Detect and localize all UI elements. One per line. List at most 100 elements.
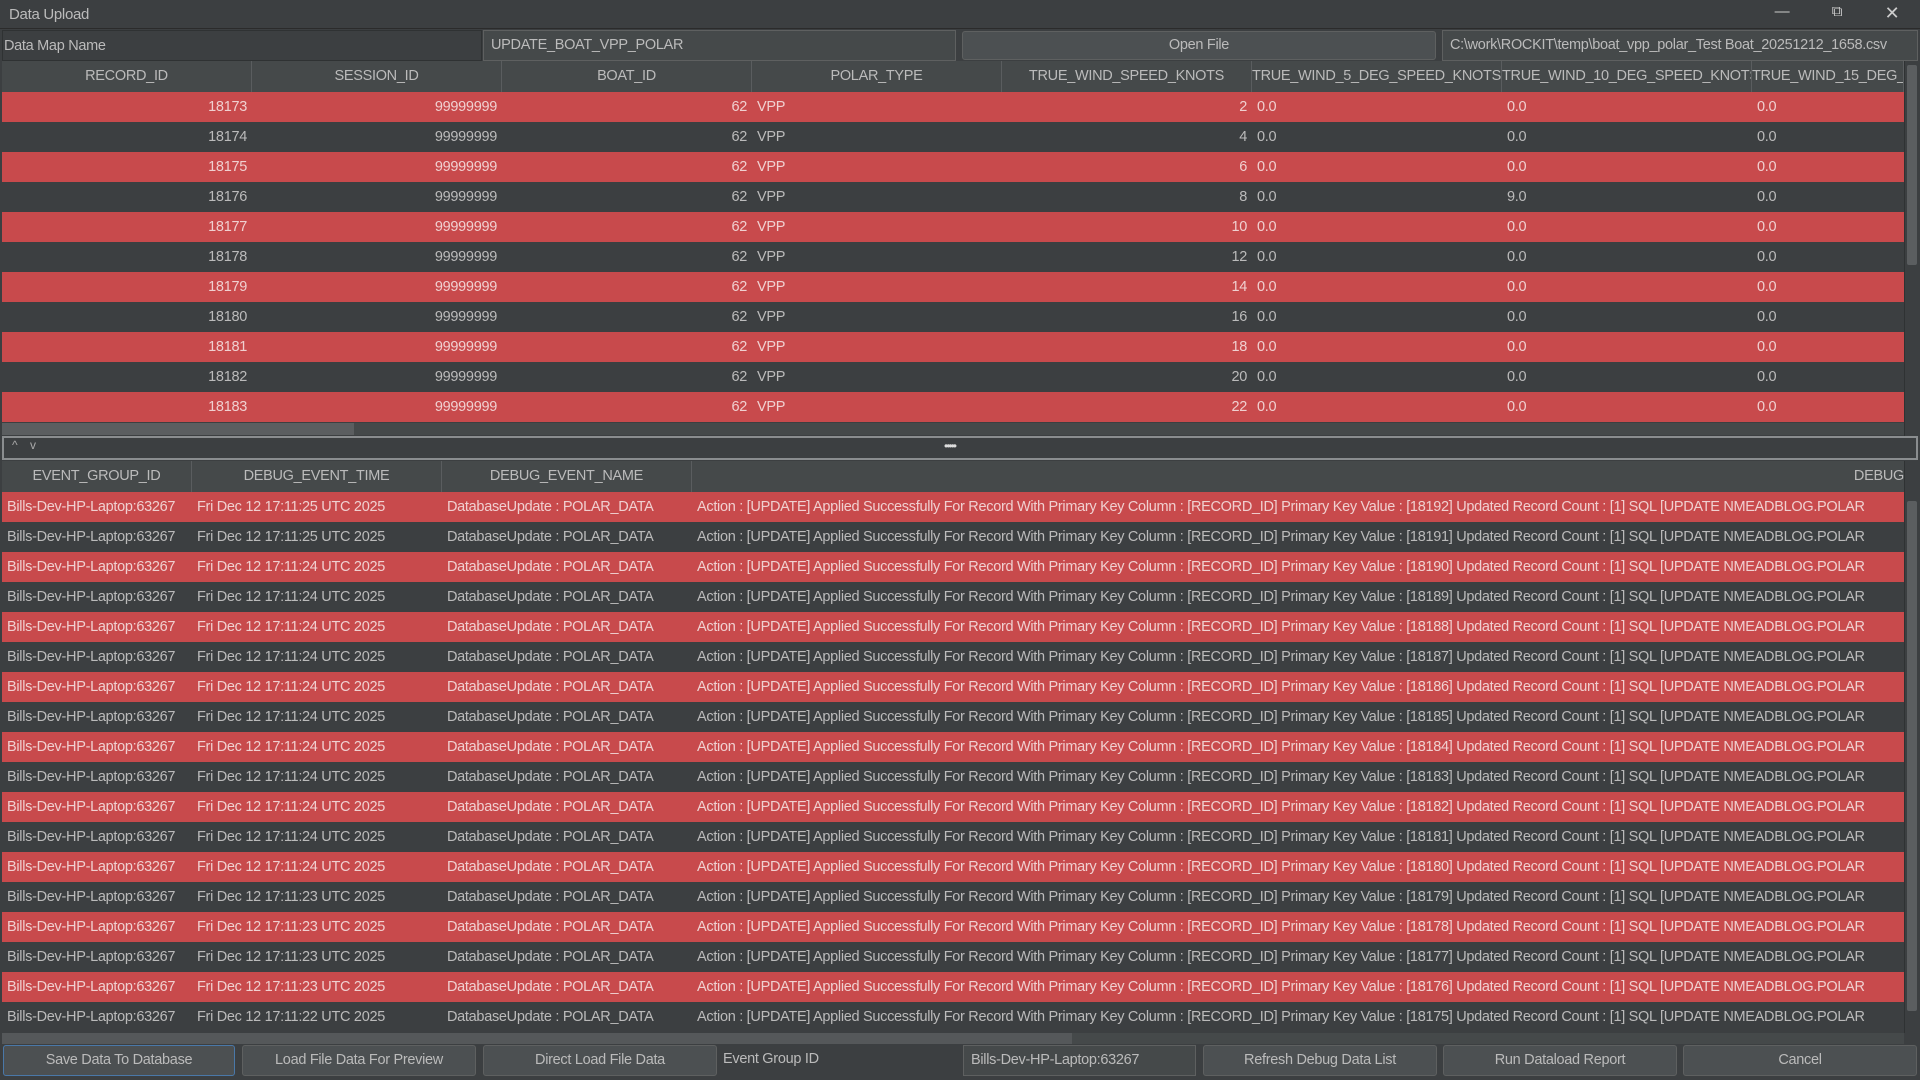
debug-cell-debug-event-time: Fri Dec 12 17:11:24 UTC 2025 [197, 859, 385, 875]
debug-cell-debug: Action : [UPDATE] Applied Successfully F… [697, 1009, 1865, 1025]
data-map-row: Data Map Name UPDATE_BOAT_VPP_POLAR Open… [0, 30, 1920, 61]
debug-event-table[interactable]: EVENT_GROUP_ID DEBUG_EVENT_TIME DEBUG_EVEN… [2, 461, 1904, 1033]
collapse-down-icon[interactable]: v [30, 438, 36, 452]
refresh-debug-button[interactable]: Refresh Debug Data List [1203, 1045, 1437, 1076]
debug-table-horizontal-scrollbar[interactable] [2, 1033, 1904, 1044]
data-cell-true-wind-5-deg-speed-knots: 0.0 [1257, 279, 1277, 295]
column-header-true-wind-10-deg-speed-knots[interactable]: TRUE_WIND_10_DEG_SPEED_KNOTS [1502, 61, 1752, 92]
debug-cell-debug: Action : [UPDATE] Applied Successfully F… [697, 799, 1865, 815]
debug-cell-event-group-id: Bills-Dev-HP-Laptop:63267 [7, 859, 176, 875]
file-path-field[interactable]: C:\work\ROCKIT\temp\boat_vpp_polar_Test … [1442, 30, 1918, 61]
data-preview-table[interactable]: RECORD_ID SESSION_ID BOAT_ID POLAR_TYPE TRUE… [2, 61, 1904, 423]
debug-table-row[interactable]: Bills-Dev-HP-Laptop:63267 Fri Dec 12 17:1… [2, 942, 1904, 972]
debug-cell-event-group-id: Bills-Dev-HP-Laptop:63267 [7, 709, 176, 725]
debug-cell-debug-event-time: Fri Dec 12 17:11:24 UTC 2025 [197, 559, 385, 575]
column-header-debug-event-time[interactable]: DEBUG_EVENT_TIME [192, 461, 442, 492]
data-cell-polar-type: VPP [757, 249, 786, 265]
debug-table-row[interactable]: Bills-Dev-HP-Laptop:63267 Fri Dec 12 17:1… [2, 492, 1904, 522]
data-cell-true-wind-5-deg-speed-knots: 0.0 [1257, 369, 1277, 385]
debug-table-row[interactable]: Bills-Dev-HP-Laptop:63267 Fri Dec 12 17:1… [2, 582, 1904, 612]
data-cell-polar-type: VPP [757, 159, 786, 175]
data-table-row[interactable]: 18173 99999999 62 VPP 2 0.0 0.0 0.0 [2, 92, 1904, 122]
scrollbar-thumb[interactable] [1907, 501, 1917, 1011]
open-file-button[interactable]: Open File [962, 31, 1436, 60]
save-to-database-button[interactable]: Save Data To Database [3, 1045, 235, 1076]
debug-table-row[interactable]: Bills-Dev-HP-Laptop:63267 Fri Dec 12 17:1… [2, 732, 1904, 762]
column-header-session-id[interactable]: SESSION_ID [252, 61, 502, 92]
debug-cell-debug: Action : [UPDATE] Applied Successfully F… [697, 499, 1865, 515]
run-report-button[interactable]: Run Dataload Report [1443, 1045, 1677, 1076]
column-header-true-wind-speed-knots[interactable]: TRUE_WIND_SPEED_KNOTS [1002, 61, 1252, 92]
close-icon[interactable]: ✕ [1884, 3, 1900, 23]
data-table-row[interactable]: 18177 99999999 62 VPP 10 0.0 0.0 0.0 [2, 212, 1904, 242]
cancel-button[interactable]: Cancel [1683, 1045, 1917, 1076]
divider-grip-icon[interactable]: ••••• [944, 439, 957, 453]
load-file-preview-button[interactable]: Load File Data For Preview [242, 1045, 476, 1076]
debug-table-row[interactable]: Bills-Dev-HP-Laptop:63267 Fri Dec 12 17:1… [2, 702, 1904, 732]
data-cell-true-wind-10-deg-speed-knots: 9.0 [1507, 189, 1527, 205]
column-header-boat-id[interactable]: BOAT_ID [502, 61, 752, 92]
data-cell-true-wind-speed-knots: 4 [1239, 129, 1247, 145]
debug-cell-event-group-id: Bills-Dev-HP-Laptop:63267 [7, 679, 176, 695]
data-cell-true-wind-10-deg-speed-knots: 0.0 [1507, 249, 1527, 265]
debug-table-row[interactable]: Bills-Dev-HP-Laptop:63267 Fri Dec 12 17:1… [2, 972, 1904, 1002]
direct-load-button[interactable]: Direct Load File Data [483, 1045, 717, 1076]
debug-cell-event-group-id: Bills-Dev-HP-Laptop:63267 [7, 829, 176, 845]
restore-icon[interactable]: ⧉ [1831, 3, 1843, 20]
data-cell-session-id: 99999999 [434, 159, 497, 175]
debug-table-row[interactable]: Bills-Dev-HP-Laptop:63267 Fri Dec 12 17:1… [2, 1002, 1904, 1032]
column-header-true-wind-15-deg-[interactable]: TRUE_WIND_15_DEG_ [1752, 61, 1904, 92]
data-cell-true-wind-15-deg-: 0.0 [1757, 279, 1777, 295]
data-table-vertical-scrollbar[interactable] [1904, 61, 1919, 436]
debug-table-row[interactable]: Bills-Dev-HP-Laptop:63267 Fri Dec 12 17:1… [2, 612, 1904, 642]
data-table-row[interactable]: 18178 99999999 62 VPP 12 0.0 0.0 0.0 [2, 242, 1904, 272]
column-header-record-id[interactable]: RECORD_ID [2, 61, 252, 92]
data-table-row[interactable]: 18183 99999999 62 VPP 22 0.0 0.0 0.0 [2, 392, 1904, 422]
debug-cell-debug-event-name: DatabaseUpdate : POLAR_DATA [447, 949, 654, 965]
data-cell-record-id: 18179 [208, 279, 247, 295]
debug-cell-debug: Action : [UPDATE] Applied Successfully F… [697, 919, 1865, 935]
debug-cell-debug-event-name: DatabaseUpdate : POLAR_DATA [447, 619, 654, 635]
debug-table-row[interactable]: Bills-Dev-HP-Laptop:63267 Fri Dec 12 17:1… [2, 672, 1904, 702]
scrollbar-thumb[interactable] [2, 1033, 1072, 1044]
collapse-up-icon[interactable]: ^ [12, 438, 18, 452]
data-cell-true-wind-speed-knots: 16 [1231, 309, 1247, 325]
debug-table-row[interactable]: Bills-Dev-HP-Laptop:63267 Fri Dec 12 17:1… [2, 552, 1904, 582]
debug-table-row[interactable]: Bills-Dev-HP-Laptop:63267 Fri Dec 12 17:1… [2, 642, 1904, 672]
data-table-row[interactable]: 18175 99999999 62 VPP 6 0.0 0.0 0.0 [2, 152, 1904, 182]
column-header-event-group-id[interactable]: EVENT_GROUP_ID [2, 461, 192, 492]
debug-table-vertical-scrollbar[interactable] [1904, 461, 1919, 1033]
data-table-row[interactable]: 18180 99999999 62 VPP 16 0.0 0.0 0.0 [2, 302, 1904, 332]
data-table-row[interactable]: 18179 99999999 62 VPP 14 0.0 0.0 0.0 [2, 272, 1904, 302]
event-group-id-field[interactable]: Bills-Dev-HP-Laptop:63267 [963, 1045, 1196, 1076]
data-map-name-field[interactable]: UPDATE_BOAT_VPP_POLAR [483, 30, 956, 61]
data-cell-boat-id: 62 [731, 219, 747, 235]
data-cell-true-wind-15-deg-: 0.0 [1757, 129, 1777, 145]
data-table-row[interactable]: 18181 99999999 62 VPP 18 0.0 0.0 0.0 [2, 332, 1904, 362]
data-cell-polar-type: VPP [757, 189, 786, 205]
column-header-true-wind-5-deg-speed-knots[interactable]: TRUE_WIND_5_DEG_SPEED_KNOTS [1252, 61, 1502, 92]
scrollbar-thumb[interactable] [1907, 65, 1917, 265]
minimize-icon[interactable]: — [1774, 3, 1790, 20]
data-table-row[interactable]: 18176 99999999 62 VPP 8 0.0 9.0 0.0 [2, 182, 1904, 212]
data-table-horizontal-scrollbar[interactable] [2, 423, 1904, 435]
debug-table-row[interactable]: Bills-Dev-HP-Laptop:63267 Fri Dec 12 17:1… [2, 912, 1904, 942]
debug-cell-debug: Action : [UPDATE] Applied Successfully F… [697, 979, 1865, 995]
data-table-row[interactable]: 18182 99999999 62 VPP 20 0.0 0.0 0.0 [2, 362, 1904, 392]
data-cell-record-id: 18177 [208, 219, 247, 235]
data-table-row[interactable]: 18174 99999999 62 VPP 4 0.0 0.0 0.0 [2, 122, 1904, 152]
data-cell-session-id: 99999999 [434, 339, 497, 355]
debug-cell-debug: Action : [UPDATE] Applied Successfully F… [697, 829, 1865, 845]
debug-table-row[interactable]: Bills-Dev-HP-Laptop:63267 Fri Dec 12 17:1… [2, 792, 1904, 822]
column-header-polar-type[interactable]: POLAR_TYPE [752, 61, 1002, 92]
column-header-debug[interactable]: DEBUG [1853, 468, 1904, 484]
debug-table-row[interactable]: Bills-Dev-HP-Laptop:63267 Fri Dec 12 17:1… [2, 762, 1904, 792]
debug-table-row[interactable]: Bills-Dev-HP-Laptop:63267 Fri Dec 12 17:1… [2, 882, 1904, 912]
scrollbar-thumb[interactable] [2, 423, 354, 435]
debug-cell-event-group-id: Bills-Dev-HP-Laptop:63267 [7, 889, 176, 905]
debug-table-row[interactable]: Bills-Dev-HP-Laptop:63267 Fri Dec 12 17:1… [2, 522, 1904, 552]
debug-table-row[interactable]: Bills-Dev-HP-Laptop:63267 Fri Dec 12 17:1… [2, 822, 1904, 852]
column-header-debug-event-name[interactable]: DEBUG_EVENT_NAME [442, 461, 692, 492]
debug-table-row[interactable]: Bills-Dev-HP-Laptop:63267 Fri Dec 12 17:1… [2, 852, 1904, 882]
split-pane-divider[interactable]: ^ v ••••• [2, 436, 1918, 460]
